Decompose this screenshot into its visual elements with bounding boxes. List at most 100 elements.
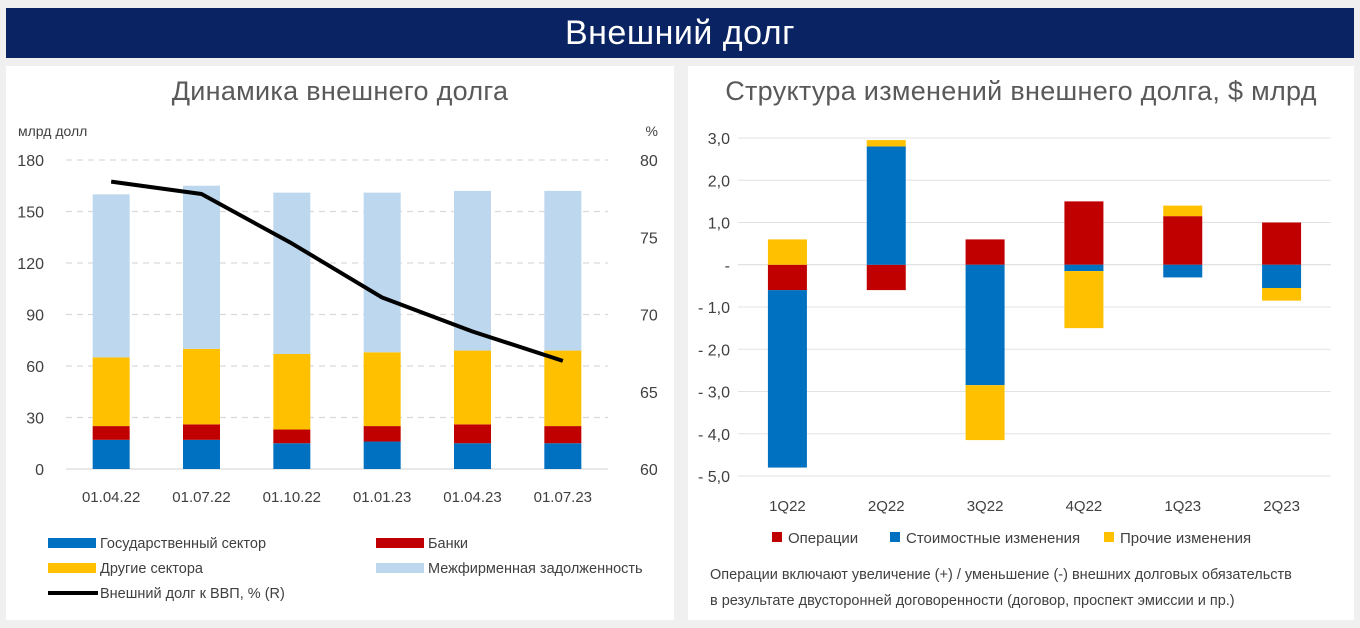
bar-segment: [363, 426, 401, 442]
legend-label: Другие сектора: [100, 561, 204, 577]
legend-label: Операции: [788, 530, 858, 547]
bar-segment: [1262, 222, 1302, 265]
bar-segment: [965, 264, 1005, 386]
bar-segment: [544, 426, 582, 444]
y2-tick-label: 60: [640, 462, 658, 479]
bar-segment: [965, 385, 1005, 441]
bar-segment: [454, 350, 491, 425]
bar-segment: [767, 264, 807, 291]
bar-segment: [183, 185, 220, 349]
bar-segment: [544, 350, 582, 427]
y-tick-label: 3,0: [708, 131, 730, 148]
y2-tick-label: 75: [640, 230, 658, 247]
bar-segment: [363, 192, 401, 353]
y-tick-label: 90: [26, 308, 44, 325]
y-tick-label: - 5,0: [698, 469, 730, 486]
bar-segment: [1064, 264, 1104, 272]
legend-label: Стоимостные изменения: [906, 530, 1080, 547]
bar-segment: [363, 441, 401, 469]
legend-label: Банки: [428, 536, 468, 552]
legend-swatch: [376, 538, 424, 548]
bar-segment: [544, 190, 582, 351]
y2-tick-label: 70: [640, 308, 658, 325]
y-tick-label: 2,0: [708, 173, 730, 190]
y-tick-label: 120: [17, 256, 44, 273]
x-tick-label: 01.04.23: [443, 489, 501, 506]
bar-segment: [965, 239, 1005, 265]
legend-label: Межфирменная задолженность: [428, 561, 643, 577]
bar-segment: [1262, 287, 1302, 301]
page-banner: Внешний долг: [6, 8, 1354, 58]
y-tick-label: 150: [17, 205, 44, 222]
bar-segment: [363, 352, 401, 427]
legend-label: Внешний долг к ВВП, % (R): [100, 586, 285, 602]
bar-segment: [454, 424, 491, 444]
y-tick-label: 0: [35, 462, 44, 479]
x-tick-label: 3Q22: [967, 498, 1004, 515]
bar-segment: [866, 146, 906, 265]
bar-segment: [544, 443, 582, 469]
left-chart-title: Динамика внешнего долга: [171, 76, 509, 106]
external-debt-dynamics-panel: Динамика внешнего долга млрд долл% 0 30 60 9…: [6, 66, 674, 620]
y-tick-label: 180: [17, 153, 44, 170]
legend-label: Прочие изменения: [1120, 530, 1251, 547]
x-tick-label: 4Q22: [1066, 498, 1103, 515]
footnote: Операции включают увеличение (+) / умень…: [710, 562, 1340, 614]
debt-to-gdp-line: [110, 179, 564, 363]
left-axis-label: млрд долл: [18, 123, 87, 139]
bar-segment: [92, 439, 130, 469]
y-tick-label: 30: [26, 411, 44, 428]
bar-segment: [273, 429, 311, 444]
debt-change-structure-chart: - 5,0 - 4,0 - 3,0 - 2,0 - 1,0 - 1,0 2,0 3,0 1Q22 2…: [698, 131, 1331, 547]
y-tick-label: -: [725, 258, 730, 275]
legend-label: Государственный сектор: [100, 536, 266, 552]
bar-segment: [92, 194, 130, 358]
x-tick-label: 2Q23: [1263, 498, 1300, 515]
bar-segment: [183, 439, 220, 469]
x-tick-label: 01.04.22: [82, 489, 140, 506]
x-tick-label: 2Q22: [868, 498, 905, 515]
legend-swatch: [48, 563, 96, 573]
legend-swatch: [48, 538, 96, 548]
bar-segment: [1163, 216, 1203, 265]
footnote-line-1: Операции включают увеличение (+) / умень…: [710, 567, 1292, 583]
debt-change-structure-panel: Структура изменений внешнего долга, $ мл…: [688, 66, 1354, 620]
y-tick-label: - 3,0: [698, 385, 730, 402]
y2-tick-label: 80: [640, 153, 658, 170]
bar-segment: [454, 443, 491, 469]
bar-segment: [767, 290, 807, 468]
legend-swatch: [1104, 532, 1114, 542]
bar-segment: [1163, 205, 1203, 217]
bar-segment: [273, 353, 311, 430]
bar-segment: [273, 192, 311, 354]
bar-segment: [92, 357, 130, 427]
footnote-line-2: в результате двусторонней договоренности…: [710, 593, 1235, 609]
bar-segment: [454, 190, 491, 351]
bar-segment: [1163, 264, 1203, 278]
bar-segment: [92, 426, 130, 440]
bar-segment: [273, 443, 311, 469]
x-tick-label: 1Q22: [769, 498, 806, 515]
y-tick-label: 1,0: [708, 216, 730, 233]
x-tick-label: 1Q23: [1164, 498, 1201, 515]
y-tick-label: - 4,0: [698, 427, 730, 444]
x-tick-label: 01.01.23: [353, 489, 411, 506]
legend-swatch: [376, 563, 424, 573]
y-tick-label: 60: [26, 359, 44, 376]
y-tick-label: - 2,0: [698, 342, 730, 359]
x-tick-label: 01.07.23: [534, 489, 592, 506]
bar-segment: [767, 239, 807, 265]
bar-segment: [1064, 271, 1104, 329]
external-debt-dynamics-chart: млрд долл % 0 30 60 90 120 150 180 60 65 70 75 80 01.0…: [17, 123, 658, 602]
y-tick-label: - 1,0: [698, 300, 730, 317]
legend-swatch: [772, 532, 782, 542]
x-tick-label: 01.07.22: [172, 489, 230, 506]
right-axis-label: %: [646, 123, 658, 139]
right-chart-title: Структура изменений внешнего долга, $ мл…: [725, 76, 1317, 106]
legend-swatch: [890, 532, 900, 542]
bar-segment: [1064, 201, 1104, 265]
bar-segment: [866, 264, 906, 291]
bar-segment: [866, 140, 906, 147]
y2-tick-label: 65: [640, 385, 658, 402]
bar-segment: [1262, 264, 1302, 288]
